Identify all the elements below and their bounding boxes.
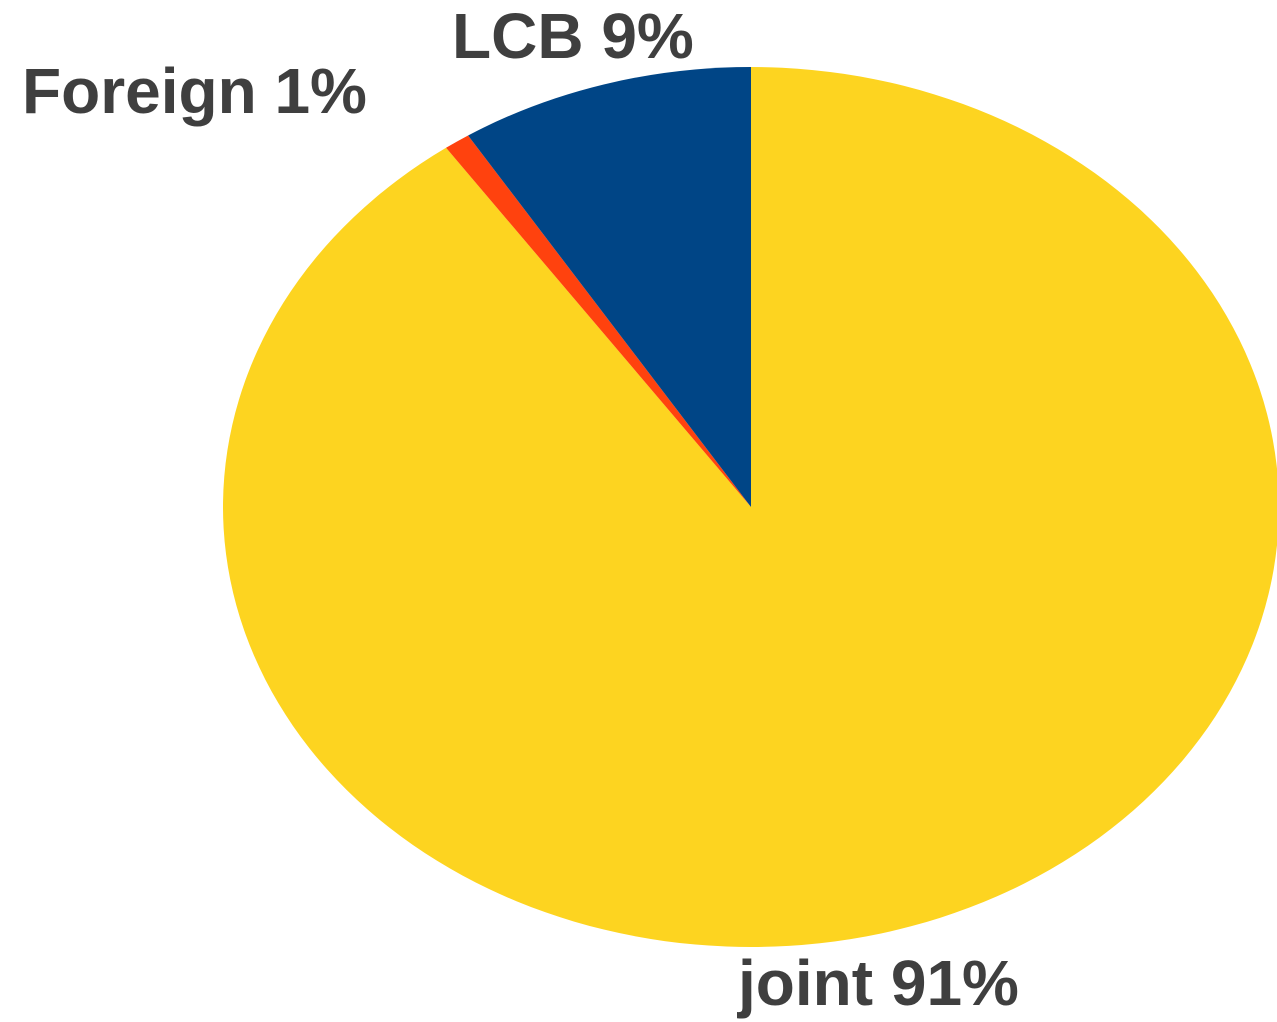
slice-label-lcb: LCB 9% — [452, 0, 694, 72]
slice-joint — [223, 67, 1277, 947]
slice-foreign — [446, 135, 751, 507]
slice-label-joint: joint 91% — [737, 947, 1019, 1019]
pie-labels: LCB 9% Foreign 1% joint 91% — [22, 0, 1019, 1019]
slice-lcb — [468, 67, 751, 507]
pie-slices — [223, 67, 1277, 947]
slice-label-foreign: Foreign 1% — [22, 55, 367, 127]
